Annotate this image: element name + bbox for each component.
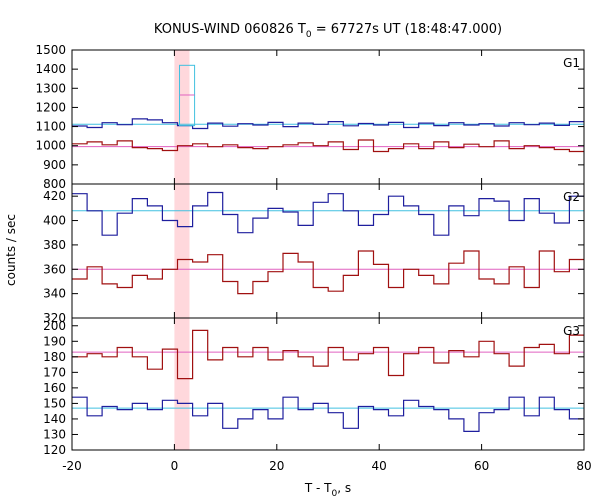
panel-frame [71,317,585,451]
series-line-1 [72,329,584,380]
y-tick-label: 130 [43,427,66,441]
panel-frame [71,49,585,185]
x-tick-label: 80 [576,459,591,473]
xlabel-sub: 0 [332,489,338,499]
y-tick-label: 170 [43,365,66,379]
y-tick-label: 800 [43,177,66,191]
y-axis-title: counts / sec [4,214,18,286]
panel-label: G2 [563,190,580,204]
panel-g1: 800 900 1000 1100 1200 1300 1400 1500 G1 [35,43,585,191]
y-tick-label: 180 [43,350,66,364]
series-line-2 [72,250,584,295]
series-line-1 [72,191,584,236]
y-tick-label: 160 [43,381,66,395]
y-tick-label: 1100 [35,120,66,134]
y-tick-label: 380 [43,238,66,252]
highlight-band [174,50,190,450]
y-tick-label: 1000 [35,139,66,153]
y-tick-label: 900 [43,158,66,172]
y-tick-label: 1200 [35,100,66,114]
y-tick-label: 120 [43,443,66,457]
panel-g2: 320 340 360 380 400 420 G2 [43,183,585,325]
y-tick-label: 200 [43,319,66,333]
y-tick-label: 400 [43,214,66,228]
x-tick-label: 0 [171,459,179,473]
y-tick-label: 150 [43,396,66,410]
panel-label: G3 [563,324,580,338]
y-tick-label: 1400 [35,62,66,76]
x-axis-title: T - T0, s [304,481,351,499]
series-line-1 [72,118,584,130]
title-sub: 0 [306,30,312,40]
y-tick-label: 320 [43,311,66,325]
title-main: KONUS-WIND 060826 T [154,22,306,37]
y-tick-label: 140 [43,412,66,426]
panel-frame [71,183,585,319]
title-rest: = 67727s UT (18:48:47.000) [312,22,502,37]
y-tick-label: 1300 [35,81,66,95]
y-tick-label: 190 [43,334,66,348]
x-tick-label: -20 [62,459,82,473]
y-tick-label: 1500 [35,43,66,57]
series-line-2 [72,396,584,432]
series-line-2 [72,139,584,153]
xlabel-main: T - T [304,481,332,495]
y-tick-label: 340 [43,287,66,301]
x-tick-label: 60 [474,459,489,473]
x-tick-label: 40 [372,459,387,473]
xlabel-rest: , s [337,481,351,495]
panel-label: G1 [563,56,580,70]
chart-title: KONUS-WIND 060826 T0 = 67727s UT (18:48:… [154,22,502,40]
x-tick-label: 20 [269,459,284,473]
y-tick-label: 420 [43,189,66,203]
y-tick-label: 360 [43,262,66,276]
plot-area: 800900100011001200130014001500G132034036… [35,43,591,473]
